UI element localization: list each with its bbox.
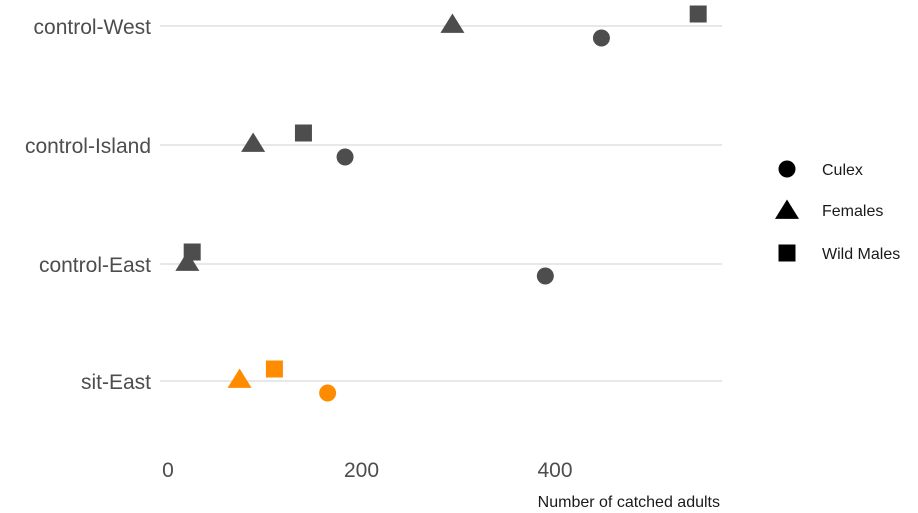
legend-key-square xyxy=(778,244,796,262)
point-triangle xyxy=(440,13,465,33)
point-square xyxy=(689,5,707,23)
category-label: control-Island xyxy=(25,135,151,158)
legend-label: Culex xyxy=(822,162,863,179)
point-triangle xyxy=(241,132,266,152)
legend-label: Females xyxy=(822,203,883,220)
legend-label: Wild Males xyxy=(822,246,900,263)
point-triangle xyxy=(175,251,200,271)
point-square xyxy=(294,124,312,142)
legend-key-circle xyxy=(778,160,796,178)
category-label: sit-East xyxy=(81,371,151,394)
point-circle xyxy=(336,148,354,166)
category-labels: control-West control-Island control-East si… xyxy=(25,16,151,394)
x-tick-label: 400 xyxy=(537,459,572,482)
point-square xyxy=(183,243,201,261)
legend: Culex Females Wild Males xyxy=(775,160,900,263)
point-circle xyxy=(536,267,554,285)
point-square xyxy=(265,360,283,378)
data-points xyxy=(175,5,707,402)
x-tick-label: 0 xyxy=(162,459,174,482)
x-tick-labels: 0 200 400 xyxy=(162,459,572,482)
point-circle xyxy=(319,384,337,402)
x-tick-label: 200 xyxy=(344,459,379,482)
category-label: control-East xyxy=(39,254,151,277)
point-triangle xyxy=(227,368,252,388)
gridlines xyxy=(160,25,722,382)
legend-key-triangle xyxy=(775,199,799,219)
point-circle xyxy=(592,29,610,47)
x-axis-title: Number of catched adults xyxy=(538,494,720,511)
category-label: control-West xyxy=(34,16,152,39)
